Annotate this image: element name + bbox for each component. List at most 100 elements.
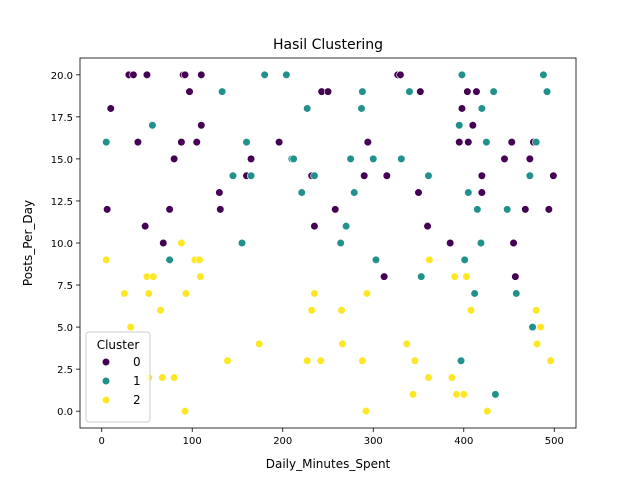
point-cluster-1 [460, 255, 469, 264]
point-cluster-2 [102, 255, 111, 264]
point-cluster-0 [416, 87, 425, 96]
point-cluster-0 [446, 238, 455, 248]
point-cluster-1 [357, 104, 366, 113]
point-cluster-0 [185, 87, 194, 96]
point-cluster-1 [218, 87, 227, 96]
point-cluster-0 [464, 137, 473, 147]
point-cluster-1 [525, 171, 534, 180]
point-cluster-0 [549, 171, 558, 180]
point-cluster-2 [425, 255, 434, 264]
point-cluster-2 [546, 356, 555, 365]
point-cluster-2 [158, 373, 167, 382]
point-cluster-2 [144, 289, 153, 298]
legend-title: Cluster [97, 338, 140, 352]
point-cluster-2 [255, 339, 264, 349]
point-cluster-0 [423, 222, 432, 231]
point-cluster-1 [503, 205, 512, 214]
point-cluster-2 [402, 339, 411, 349]
y-tick-label: 0.0 [57, 407, 73, 418]
point-cluster-0 [323, 87, 333, 96]
y-axis-label: Posts_Per_Day [21, 200, 35, 286]
point-cluster-0 [215, 188, 224, 197]
point-cluster-0 [216, 205, 225, 214]
point-cluster-2 [466, 306, 476, 315]
point-cluster-0 [197, 70, 206, 79]
point-cluster-1 [482, 137, 491, 147]
point-cluster-1 [228, 171, 238, 180]
point-cluster-1 [455, 121, 464, 130]
point-cluster-2 [536, 322, 545, 332]
point-cluster-0 [275, 137, 284, 147]
y-tick-label: 17.5 [51, 113, 73, 124]
legend-marker-1 [101, 376, 111, 386]
point-cluster-1 [417, 272, 426, 281]
point-cluster-2 [181, 289, 190, 298]
point-cluster-0 [382, 171, 391, 180]
point-cluster-1 [260, 70, 269, 79]
point-cluster-1 [397, 154, 406, 164]
point-cluster-2 [462, 272, 471, 281]
point-cluster-2 [149, 272, 158, 281]
point-cluster-2 [362, 289, 372, 298]
point-cluster-0 [360, 171, 369, 180]
point-cluster-0 [180, 70, 190, 79]
point-cluster-1 [246, 171, 256, 180]
point-cluster-0 [414, 188, 423, 197]
point-cluster-2 [532, 306, 541, 315]
point-cluster-2 [303, 356, 312, 365]
point-cluster-2 [452, 390, 461, 399]
point-cluster-2 [316, 356, 325, 365]
point-cluster-0 [396, 70, 405, 79]
x-tick-label: 100 [183, 436, 202, 447]
point-cluster-1 [512, 289, 521, 298]
point-cluster-2 [177, 238, 186, 248]
point-cluster-1 [470, 289, 479, 298]
y-tick-label: 12.5 [51, 197, 73, 208]
point-cluster-1 [477, 104, 486, 113]
point-cluster-1 [491, 390, 500, 399]
point-cluster-0 [310, 222, 319, 231]
point-cluster-1 [528, 322, 537, 332]
point-cluster-0 [380, 272, 389, 281]
point-cluster-0 [511, 272, 520, 281]
chart-title: Hasil Clustering [273, 37, 383, 53]
point-cluster-0 [468, 121, 477, 130]
point-cluster-0 [525, 154, 534, 164]
point-cluster-2 [447, 373, 457, 382]
point-cluster-1 [342, 222, 351, 231]
point-cluster-2 [338, 339, 347, 349]
point-cluster-1 [148, 121, 157, 130]
point-cluster-1 [371, 255, 381, 264]
point-cluster-1 [464, 188, 473, 197]
point-cluster-1 [542, 87, 552, 96]
point-cluster-0 [142, 70, 152, 79]
point-cluster-1 [282, 70, 291, 79]
point-cluster-2 [358, 356, 367, 365]
point-cluster-2 [156, 306, 165, 315]
point-cluster-1 [369, 154, 378, 164]
x-tick-label: 0 [99, 436, 105, 447]
point-cluster-0 [331, 205, 340, 214]
point-cluster-2 [337, 306, 346, 315]
x-axis: 0 100 200 300 400 500 [99, 428, 564, 447]
point-cluster-1 [242, 137, 251, 147]
y-tick-label: 2.5 [57, 365, 73, 376]
legend-marker-0 [101, 357, 111, 367]
point-cluster-1 [473, 205, 482, 214]
point-cluster-0 [477, 188, 486, 197]
point-cluster-0 [170, 154, 179, 164]
point-cluster-1 [165, 255, 174, 264]
point-cluster-0 [129, 70, 138, 79]
point-cluster-1 [310, 171, 319, 180]
point-cluster-1 [476, 238, 486, 248]
point-cluster-1 [358, 87, 367, 96]
point-cluster-2 [532, 339, 542, 349]
point-cluster-2 [450, 272, 459, 281]
point-cluster-1 [303, 104, 312, 113]
y-tick-label: 10.0 [51, 239, 73, 250]
point-cluster-0 [509, 238, 518, 248]
point-cluster-0 [472, 87, 481, 96]
point-cluster-1 [237, 238, 247, 248]
point-cluster-2 [196, 272, 205, 281]
